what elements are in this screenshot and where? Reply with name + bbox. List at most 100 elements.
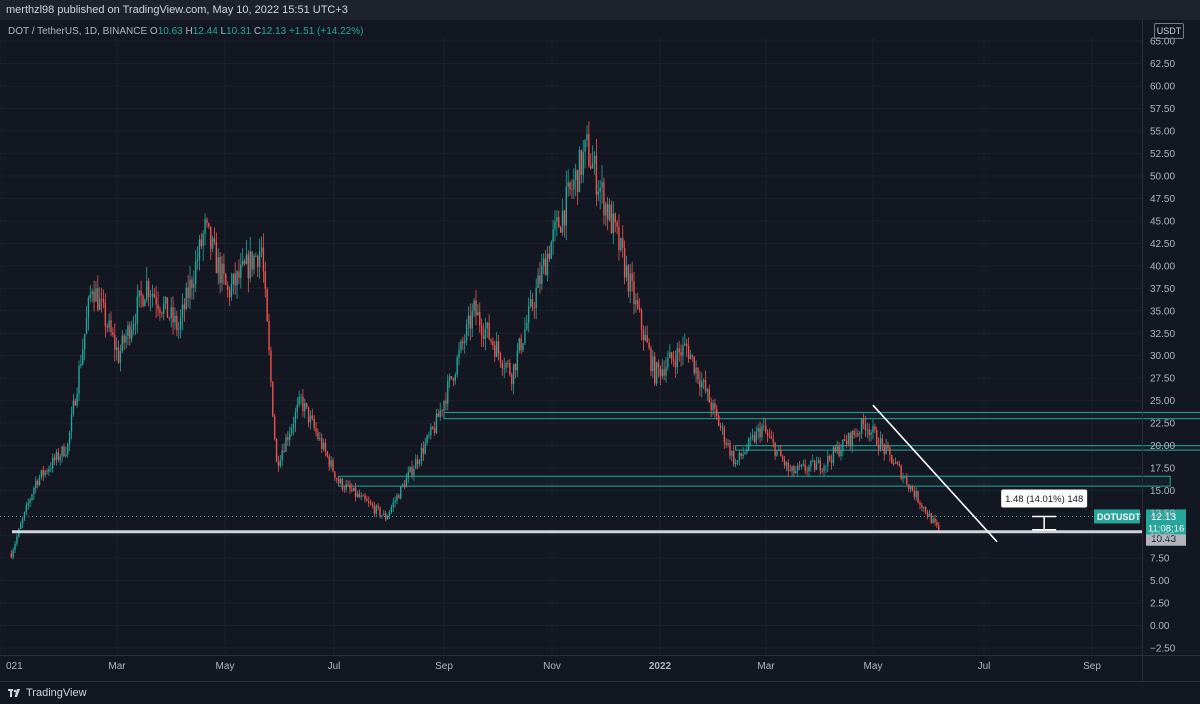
brand-name: TradingView [26, 687, 87, 699]
candle-body [272, 381, 274, 417]
candle-body [740, 452, 742, 456]
candle-body [825, 465, 827, 467]
candle-body [582, 151, 584, 175]
candle-body [217, 257, 219, 274]
candle-body [403, 484, 406, 488]
candle-body [691, 355, 694, 357]
candle-body [243, 260, 246, 264]
candle-body [102, 299, 105, 303]
candle-body [591, 163, 594, 169]
candle-body [390, 507, 393, 512]
candle-body [322, 442, 325, 449]
candle-body [563, 210, 566, 226]
last-price-label: 12.13 [1151, 512, 1176, 523]
candle-body [450, 376, 453, 379]
candle-body [25, 505, 28, 512]
candle-body [420, 447, 423, 462]
candle-body [23, 511, 26, 519]
candle-body [226, 284, 229, 290]
candle-body [232, 273, 234, 285]
candle-body [578, 150, 581, 193]
candle-body [117, 347, 120, 363]
candle-body [798, 465, 801, 467]
candle-body [383, 513, 385, 516]
candle-body [99, 299, 101, 310]
candle-body [857, 433, 859, 436]
candle-body [603, 182, 605, 216]
candle-body [702, 380, 705, 382]
candle-body [114, 334, 116, 350]
price-tick-label: 55.00 [1150, 126, 1175, 137]
candle-body [130, 329, 133, 339]
candle-body [336, 477, 338, 480]
time-tick-label: Jul [978, 661, 991, 672]
candle-body [14, 543, 16, 551]
candle-body [874, 426, 876, 430]
candle-body [633, 281, 635, 305]
time-axis[interactable]: 021 Mar May Jul Sep Nov 2022 Mar May Jul Sep [0, 655, 1200, 673]
candle-body [859, 433, 861, 434]
candle-body [255, 255, 257, 257]
candle-body [309, 415, 312, 423]
candle-body [477, 312, 479, 316]
symbol-tag [1094, 509, 1140, 524]
candle-body [584, 140, 586, 152]
candle-body [36, 480, 39, 485]
candle-body [791, 466, 793, 471]
candle-body [178, 328, 180, 330]
candle-body [766, 432, 769, 436]
candle-body [467, 315, 470, 325]
tradingview-logo-icon [8, 688, 20, 697]
candle-body [279, 460, 282, 466]
price-axis[interactable]: 65.00 62.50 60.00 57.50 55.00 52.50 50.00 47.50… [1142, 20, 1176, 681]
candle-body [134, 323, 137, 325]
candle-body [247, 254, 250, 279]
candle-body [347, 484, 349, 486]
support-resistance-zone [338, 475, 1171, 487]
candle-body [202, 234, 204, 247]
candle-body [100, 299, 103, 301]
candle-body [181, 304, 184, 318]
candle-body [149, 296, 152, 298]
candle-body [89, 294, 92, 299]
candle-body [877, 444, 880, 449]
candle-body [704, 380, 707, 392]
candle-body [618, 226, 620, 250]
candle-body [38, 477, 41, 485]
candle-body [219, 257, 221, 283]
candle-body [264, 271, 266, 290]
candle-body [693, 356, 695, 374]
candle-body [238, 271, 240, 278]
candle-body [938, 525, 940, 530]
support-resistance-zone [735, 445, 1200, 451]
candle-body [371, 504, 374, 507]
candle-body [738, 452, 741, 461]
candle-body [680, 352, 682, 356]
close-label: C [253, 26, 262, 37]
candle-body [823, 466, 825, 471]
candle-body [492, 341, 494, 346]
candle-body [234, 273, 236, 286]
candle-body [368, 501, 370, 503]
candle-body [541, 265, 543, 284]
candle-body [919, 502, 921, 505]
candle-body [441, 410, 443, 412]
candle-body [249, 251, 251, 279]
candle-body [31, 494, 33, 500]
candle-body [655, 362, 658, 384]
candle-body [166, 297, 169, 318]
candle-body [469, 315, 472, 329]
candle-body [321, 438, 323, 449]
candle-body [855, 434, 857, 436]
candle-body [87, 298, 90, 318]
candle-body [601, 182, 603, 188]
candle-body [273, 416, 276, 439]
candle-body [518, 338, 520, 351]
currency-button[interactable]: USDT [1154, 23, 1184, 39]
candle-body [435, 413, 438, 433]
candle-body [800, 464, 803, 467]
candle-body [484, 328, 487, 339]
candle-body [72, 400, 75, 415]
candle-body [140, 290, 142, 296]
